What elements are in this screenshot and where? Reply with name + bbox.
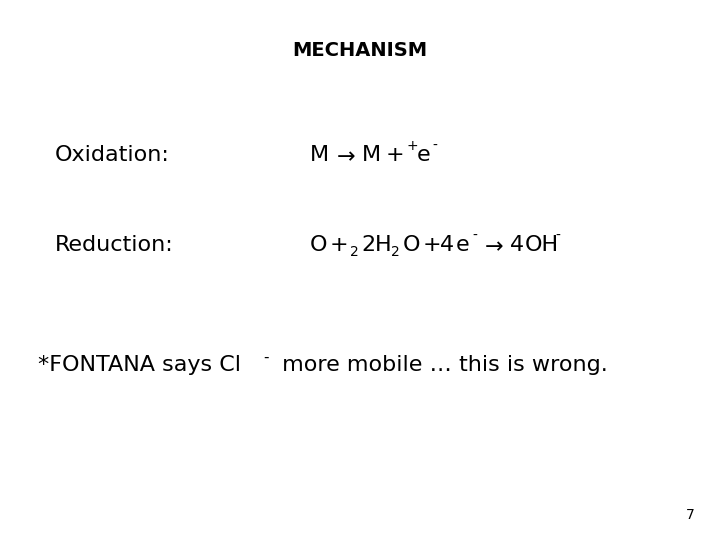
Text: 2: 2 bbox=[350, 245, 359, 259]
Text: -: - bbox=[555, 229, 560, 243]
Text: $\rightarrow$: $\rightarrow$ bbox=[480, 235, 504, 255]
Text: +: + bbox=[423, 235, 441, 255]
Text: O: O bbox=[403, 235, 420, 255]
Text: e: e bbox=[456, 235, 469, 255]
Text: O: O bbox=[310, 235, 328, 255]
Text: +: + bbox=[386, 145, 405, 165]
Text: 2: 2 bbox=[361, 235, 375, 255]
Text: -: - bbox=[432, 139, 437, 153]
Text: -: - bbox=[472, 229, 477, 243]
Text: 2: 2 bbox=[391, 245, 400, 259]
Text: e: e bbox=[417, 145, 431, 165]
Text: Reduction:: Reduction: bbox=[55, 235, 174, 255]
Text: 4: 4 bbox=[440, 235, 454, 255]
Text: *FONTANA says Cl: *FONTANA says Cl bbox=[38, 355, 241, 375]
Text: OH: OH bbox=[525, 235, 559, 255]
Text: M: M bbox=[310, 145, 329, 165]
Text: M: M bbox=[362, 145, 381, 165]
Text: +: + bbox=[330, 235, 348, 255]
Text: +: + bbox=[407, 139, 418, 153]
Text: $\rightarrow$: $\rightarrow$ bbox=[332, 145, 356, 165]
Text: 4: 4 bbox=[510, 235, 524, 255]
Text: MECHANISM: MECHANISM bbox=[292, 40, 428, 59]
Text: -: - bbox=[263, 349, 269, 364]
Text: H: H bbox=[375, 235, 392, 255]
Text: 7: 7 bbox=[686, 508, 695, 522]
Text: more mobile … this is wrong.: more mobile … this is wrong. bbox=[275, 355, 608, 375]
Text: Oxidation:: Oxidation: bbox=[55, 145, 170, 165]
